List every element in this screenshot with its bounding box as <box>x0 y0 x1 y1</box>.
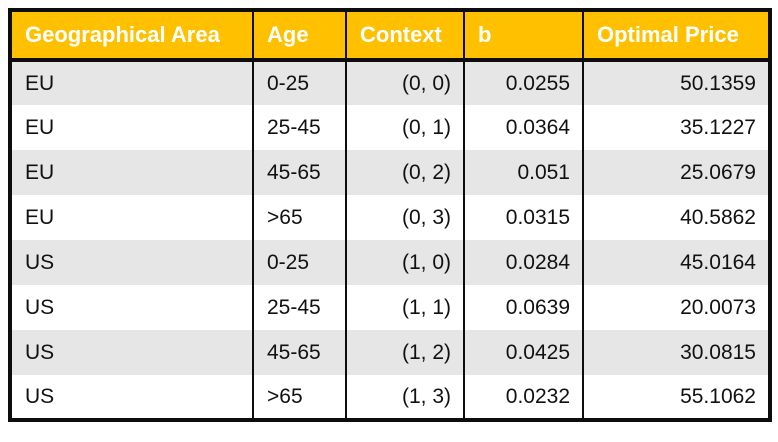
optimal-price-table: Geographical Area Age Context b Optimal … <box>8 8 772 422</box>
table-cell: (1, 1) <box>345 285 465 330</box>
table-cell: 0.051 <box>463 150 584 195</box>
table-row: EU 0-25 (0, 0) 0.0255 50.1359 <box>9 60 771 105</box>
table-cell: EU <box>9 150 254 195</box>
table-cell: 0.0232 <box>463 375 584 420</box>
table-row: EU 25-45 (0, 1) 0.0364 35.1227 <box>9 105 771 150</box>
header-row: Geographical Area Age Context b Optimal … <box>9 10 771 62</box>
table-cell: 35.1227 <box>582 105 771 150</box>
table-row: US >65 (1, 3) 0.0232 55.1062 <box>9 375 771 420</box>
table-cell: 0.0425 <box>463 330 584 375</box>
table-cell: 45.0164 <box>582 240 771 285</box>
column-header-b: b <box>463 10 584 62</box>
table-cell: US <box>9 330 254 375</box>
table-cell: 50.1359 <box>582 60 771 105</box>
column-header-context: Context <box>345 10 465 62</box>
table-cell: 0.0639 <box>463 285 584 330</box>
table-cell: (1, 3) <box>345 375 465 420</box>
table-cell: 30.0815 <box>582 330 771 375</box>
table-cell: 25.0679 <box>582 150 771 195</box>
table-cell: 0.0284 <box>463 240 584 285</box>
table-cell: US <box>9 285 254 330</box>
table-row: US 45-65 (1, 2) 0.0425 30.0815 <box>9 330 771 375</box>
table-cell: 25-45 <box>252 285 347 330</box>
table-cell: 45-65 <box>252 330 347 375</box>
table-cell: US <box>9 240 254 285</box>
table-cell: EU <box>9 60 254 105</box>
table-row: US 25-45 (1, 1) 0.0639 20.0073 <box>9 285 771 330</box>
table-cell: 0-25 <box>252 240 347 285</box>
table-cell: 40.5862 <box>582 195 771 240</box>
table-body: EU 0-25 (0, 0) 0.0255 50.1359 EU 25-45 (0, 1) 0.… <box>9 60 771 420</box>
table-cell: (0, 0) <box>345 60 465 105</box>
table-cell: 0.0364 <box>463 105 584 150</box>
column-header-optimal-price: Optimal Price <box>582 10 771 62</box>
table-cell: US <box>9 375 254 420</box>
table-cell: EU <box>9 105 254 150</box>
table-row: EU 45-65 (0, 2) 0.051 25.0679 <box>9 150 771 195</box>
table-row: US 0-25 (1, 0) 0.0284 45.0164 <box>9 240 771 285</box>
table-row: EU >65 (0, 3) 0.0315 40.5862 <box>9 195 771 240</box>
table-cell: 45-65 <box>252 150 347 195</box>
table-cell: 0.0255 <box>463 60 584 105</box>
table-cell: (1, 2) <box>345 330 465 375</box>
table-cell: >65 <box>252 195 347 240</box>
table-cell: 0-25 <box>252 60 347 105</box>
table-cell: 25-45 <box>252 105 347 150</box>
table-cell: (0, 2) <box>345 150 465 195</box>
table-cell: (0, 3) <box>345 195 465 240</box>
column-header-geographical-area: Geographical Area <box>9 10 254 62</box>
table-cell: 55.1062 <box>582 375 771 420</box>
table-cell: 0.0315 <box>463 195 584 240</box>
table-cell: >65 <box>252 375 347 420</box>
table-cell: EU <box>9 195 254 240</box>
table-cell: 20.0073 <box>582 285 771 330</box>
table-cell: (1, 0) <box>345 240 465 285</box>
column-header-age: Age <box>252 10 347 62</box>
table-cell: (0, 1) <box>345 105 465 150</box>
table-header: Geographical Area Age Context b Optimal … <box>9 10 771 62</box>
